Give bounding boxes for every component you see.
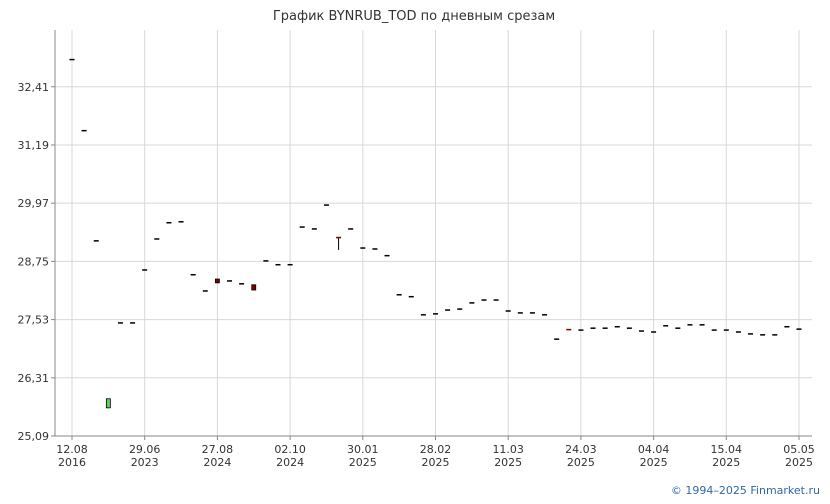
x-tick-label: 2024	[203, 456, 231, 469]
x-tick-label: 2025	[349, 456, 377, 469]
candle-body	[81, 129, 87, 132]
candle-body	[578, 329, 584, 331]
candle-body	[360, 247, 366, 249]
candle-body	[481, 299, 487, 301]
y-tick-label: 32,41	[18, 81, 50, 94]
candle-body	[178, 221, 184, 223]
candle-body	[748, 333, 754, 335]
candle-body	[760, 334, 766, 336]
candle-body	[796, 328, 802, 330]
candle-body	[311, 228, 317, 230]
candle-body	[735, 331, 741, 333]
candle-body	[699, 324, 705, 326]
footer: © 1994–2025 Finmarket.ru	[671, 484, 820, 497]
candle-body	[457, 308, 463, 310]
x-tick-label: 2024	[276, 456, 304, 469]
candle-body	[239, 283, 245, 285]
x-tick-label: 05.05	[783, 443, 815, 456]
candle-body	[626, 327, 632, 329]
y-tick-label: 25,09	[18, 430, 50, 443]
y-tick-label: 28,75	[18, 255, 50, 268]
candle-body	[638, 330, 644, 332]
candle-body	[445, 309, 451, 311]
chart-title: График BYNRUB_TOD по дневным срезам	[273, 9, 555, 24]
candle-body	[69, 58, 75, 61]
candle-body	[687, 324, 693, 326]
candle-body	[566, 328, 572, 331]
x-tick-label: 15.04	[711, 443, 743, 456]
candle-body	[433, 313, 438, 315]
candle-body	[93, 240, 99, 242]
candle-body	[542, 314, 548, 316]
candle-body	[723, 329, 729, 331]
candle-body	[287, 263, 293, 266]
x-tick-label: 29.06	[129, 443, 161, 456]
candle-body	[117, 322, 123, 324]
x-tick-label: 30.01	[347, 443, 379, 456]
candle-body	[142, 269, 148, 271]
candle-body	[675, 327, 681, 329]
candle-body	[663, 325, 669, 327]
candle-body	[190, 273, 196, 276]
candle-body	[420, 314, 426, 316]
candle-body	[784, 325, 790, 328]
x-tick-label: 24.03	[565, 443, 597, 456]
candle-body	[214, 278, 220, 284]
candle-body	[105, 398, 111, 409]
candle-body	[505, 310, 511, 312]
candle-body	[336, 236, 342, 239]
candle-body	[614, 325, 620, 328]
candle-body	[323, 204, 329, 206]
x-tick-label: 2025	[640, 456, 668, 469]
candle-body	[251, 284, 257, 291]
candle-body	[469, 302, 475, 304]
candle-body	[711, 329, 717, 331]
candle-body	[154, 238, 160, 240]
candle-body	[590, 327, 596, 329]
x-tick-label: 04.04	[638, 443, 670, 456]
x-tick-label: 2025	[567, 456, 595, 469]
candle-body	[299, 226, 305, 228]
candle-body	[372, 248, 378, 250]
candle-body	[408, 295, 414, 298]
candle-body	[396, 294, 402, 296]
candle-body	[554, 338, 560, 340]
x-tick-label: 12.08	[56, 443, 88, 456]
y-tick-label: 27,53	[18, 314, 50, 327]
candle-body	[493, 299, 499, 301]
candle-body	[384, 254, 390, 257]
candle-body	[772, 334, 778, 336]
x-tick-label: 2025	[422, 456, 450, 469]
y-tick-label: 29,97	[18, 197, 50, 210]
candle-body	[263, 260, 269, 262]
y-tick-label: 31,19	[18, 139, 50, 152]
candle-body	[529, 312, 535, 314]
candle-body	[348, 228, 354, 230]
candle-body	[602, 327, 608, 329]
candle-body	[130, 322, 136, 324]
candle-body	[275, 263, 281, 266]
x-tick-label: 02.10	[274, 443, 306, 456]
candle-body	[517, 312, 523, 314]
candle-body	[651, 331, 657, 333]
x-tick-label: 27.08	[202, 443, 234, 456]
candle-body	[227, 280, 233, 282]
x-tick-label: 28.02	[420, 443, 452, 456]
x-tick-label: 11.03	[492, 443, 524, 456]
x-tick-label: 2025	[785, 456, 813, 469]
x-tick-label: 2016	[58, 456, 86, 469]
x-tick-label: 2023	[131, 456, 159, 469]
y-tick-label: 26,31	[18, 372, 50, 385]
x-tick-label: 2025	[494, 456, 522, 469]
candle-body	[202, 290, 208, 292]
x-tick-label: 2025	[712, 456, 740, 469]
candle-body	[166, 221, 172, 224]
